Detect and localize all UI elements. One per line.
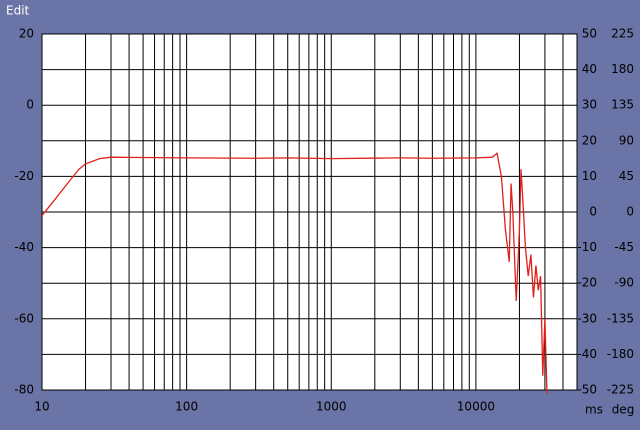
y3-tick-label: 135 bbox=[611, 98, 634, 112]
y-tick-label: 20 bbox=[19, 27, 34, 41]
y2-tick-label: -30 bbox=[577, 311, 597, 325]
x-tick-label: 1000 bbox=[316, 400, 347, 414]
y2-tick-label: -40 bbox=[577, 347, 597, 361]
y2-tick-label: -50 bbox=[577, 383, 597, 397]
y3-tick-label: 45 bbox=[619, 169, 634, 183]
y3-tick-label: -135 bbox=[607, 311, 634, 325]
y3-tick-label: -225 bbox=[607, 383, 634, 397]
y3-tick-label: 90 bbox=[619, 133, 634, 147]
y2-tick-label: 50 bbox=[582, 27, 597, 41]
window-title[interactable]: Edit bbox=[6, 4, 30, 18]
y3-tick-label: 0 bbox=[626, 205, 634, 219]
x-tick-label: 10000 bbox=[457, 400, 495, 414]
y-tick-label: -60 bbox=[14, 311, 34, 325]
x-tick-label: 100 bbox=[175, 400, 198, 414]
y3-axis-label: deg bbox=[612, 403, 635, 417]
y2-tick-label: 10 bbox=[582, 169, 597, 183]
y3-tick-label: 225 bbox=[611, 27, 634, 41]
y-tick-label: -20 bbox=[14, 169, 34, 183]
y2-tick-label: -20 bbox=[577, 276, 597, 290]
y2-tick-label: 0 bbox=[589, 205, 597, 219]
y2-tick-label: 20 bbox=[582, 133, 597, 147]
y3-tick-label: -90 bbox=[614, 276, 634, 290]
y3-tick-label: 180 bbox=[611, 62, 634, 76]
y2-axis-label: ms bbox=[585, 403, 603, 417]
y3-tick-label: -45 bbox=[614, 240, 634, 254]
y2-tick-label: -10 bbox=[577, 240, 597, 254]
y3-tick-label: -180 bbox=[607, 347, 634, 361]
y2-tick-label: 40 bbox=[582, 62, 597, 76]
y-tick-label: -40 bbox=[14, 240, 34, 254]
data-line bbox=[41, 152, 548, 394]
y-tick-label: -80 bbox=[14, 383, 34, 397]
y-tick-label: 0 bbox=[26, 98, 34, 112]
y2-tick-label: 30 bbox=[582, 98, 597, 112]
x-tick-label: 10 bbox=[34, 400, 49, 414]
